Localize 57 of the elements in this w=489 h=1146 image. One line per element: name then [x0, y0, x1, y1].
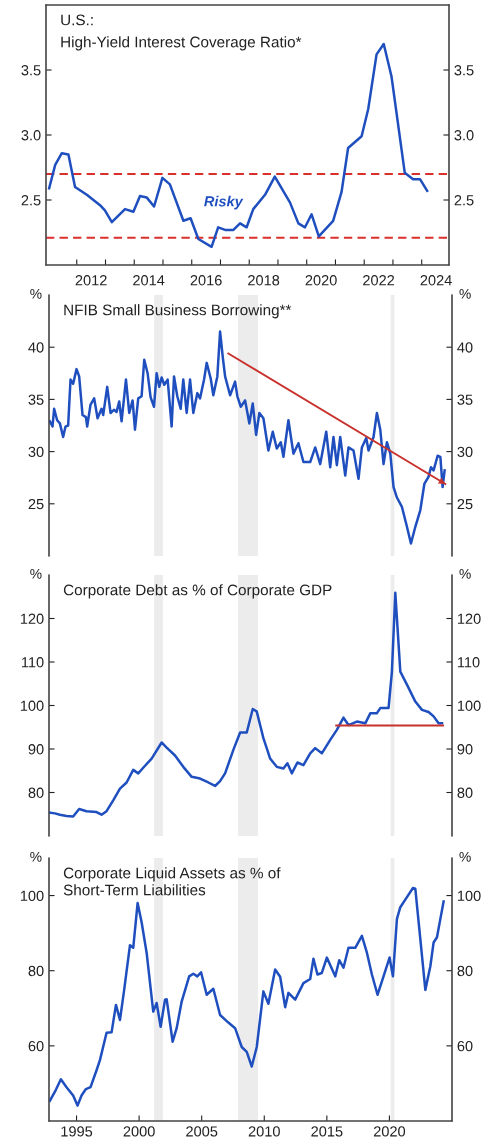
y2-tick-label: 90	[457, 744, 473, 755]
y-tick-label: 3.0	[21, 130, 41, 141]
y2-tick-label: 30	[457, 446, 473, 458]
x-tick-label: 2014	[133, 275, 165, 286]
text: Corporate Debt as % of Corporate GDP	[63, 584, 332, 599]
y2-tick-label: 35	[457, 394, 473, 405]
y2-axis-title: %	[459, 568, 471, 579]
text: NFIB Small Business Borrowing**	[64, 304, 292, 319]
x-tick-label: 2015	[311, 1126, 343, 1137]
x-tick-label: 2020	[305, 275, 337, 286]
y-tick-label: 110	[22, 657, 44, 668]
y2-axis-title: %	[459, 851, 471, 862]
x-tick-label: 2012	[75, 275, 107, 286]
y-tick-label: 100	[20, 700, 44, 711]
y-tick-label: 25	[28, 498, 44, 510]
y-tick-label: 40	[28, 342, 44, 353]
y-tick-label: 30	[28, 446, 44, 458]
y2-tick-label: 3.0	[454, 130, 474, 141]
y2-tick-label: 80	[457, 965, 473, 977]
y-axis-title: %	[30, 288, 42, 299]
x-tick-label: 2010	[248, 1126, 280, 1137]
x-tick-label: 2005	[186, 1126, 218, 1137]
y2-tick-label: 3.5	[454, 65, 474, 76]
line-series	[49, 330, 446, 545]
y-tick-label: 2.5	[21, 195, 41, 206]
y-tick-label: 60	[28, 1040, 44, 1052]
y-tick-label: 80	[28, 965, 44, 977]
y2-tick-label: 100	[457, 700, 481, 711]
x-tick-label: 2000	[123, 1126, 155, 1137]
chart-title: U.S.:	[61, 14, 93, 26]
y2-tick-label: 2.5	[454, 195, 474, 206]
text: Corporate Liquid Assets as % of Short-Term Liabilities	[63, 867, 281, 896]
y-tick-label: 35	[28, 394, 44, 405]
y2-tick-label: 40	[457, 342, 473, 353]
y-tick-label: 100	[20, 890, 44, 901]
y-tick-label: 120	[20, 613, 44, 624]
y2-tick-label: 80	[457, 787, 473, 798]
x-tick-label: 2018	[248, 275, 280, 286]
y-tick-label: 80	[28, 787, 44, 798]
text: High-Yield Interest Coverage Ratio*	[61, 36, 302, 51]
x-tick-label: 2022	[363, 275, 395, 286]
y2-axis-title: %	[459, 288, 471, 299]
x-tick-label: 1995	[61, 1126, 93, 1137]
line-series	[49, 886, 445, 1107]
x-tick-label: 2024	[420, 275, 452, 286]
annotation: Risky	[204, 195, 244, 210]
y-tick-label: 3.5	[21, 65, 41, 76]
y2-tick-label: 100	[457, 890, 481, 901]
y2-tick-label: 110	[457, 657, 480, 668]
y-axis-title: %	[30, 568, 42, 579]
x-tick-label: 2020	[373, 1126, 406, 1137]
y2-tick-label: 60	[457, 1040, 473, 1052]
x-tick-label: 2016	[190, 275, 222, 286]
y-tick-label: 90	[28, 744, 44, 755]
y2-tick-label: 120	[457, 613, 481, 624]
y-axis-title: %	[30, 851, 42, 862]
y2-tick-label: 25	[457, 498, 473, 510]
